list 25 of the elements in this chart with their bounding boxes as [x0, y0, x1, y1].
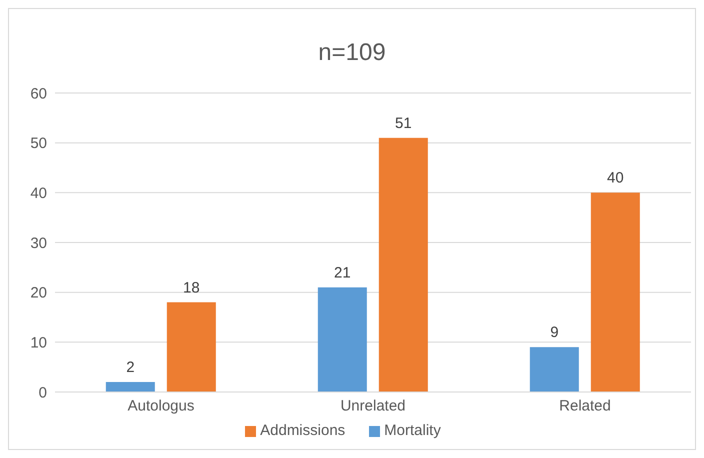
y-tick-label: 10	[30, 334, 47, 352]
data-label: 9	[550, 324, 559, 342]
legend-label: Mortality	[384, 422, 441, 439]
bar	[590, 192, 640, 392]
data-label: 2	[126, 359, 135, 376]
bar	[318, 287, 367, 392]
data-label: 40	[607, 170, 624, 187]
bar	[530, 347, 579, 392]
data-label: 21	[334, 264, 351, 282]
y-tick-label: 40	[30, 184, 47, 202]
y-tick-label: 50	[30, 135, 47, 152]
data-label: 51	[395, 114, 412, 132]
data-label: 18	[183, 279, 200, 296]
x-tick-label: Autologus	[128, 398, 194, 415]
bar	[378, 138, 428, 392]
legend-label: Addmissions	[260, 422, 346, 439]
y-tick-label: 20	[30, 284, 47, 302]
bar	[166, 302, 216, 392]
x-tick-label: Related	[559, 398, 611, 415]
y-tick-label: 0	[38, 384, 47, 402]
x-tick-label: Unrelated	[340, 398, 406, 415]
y-tick-label: 30	[30, 234, 47, 252]
chart-title: n=109	[317, 39, 387, 67]
bar	[106, 382, 155, 392]
y-tick-label: 60	[30, 85, 47, 102]
